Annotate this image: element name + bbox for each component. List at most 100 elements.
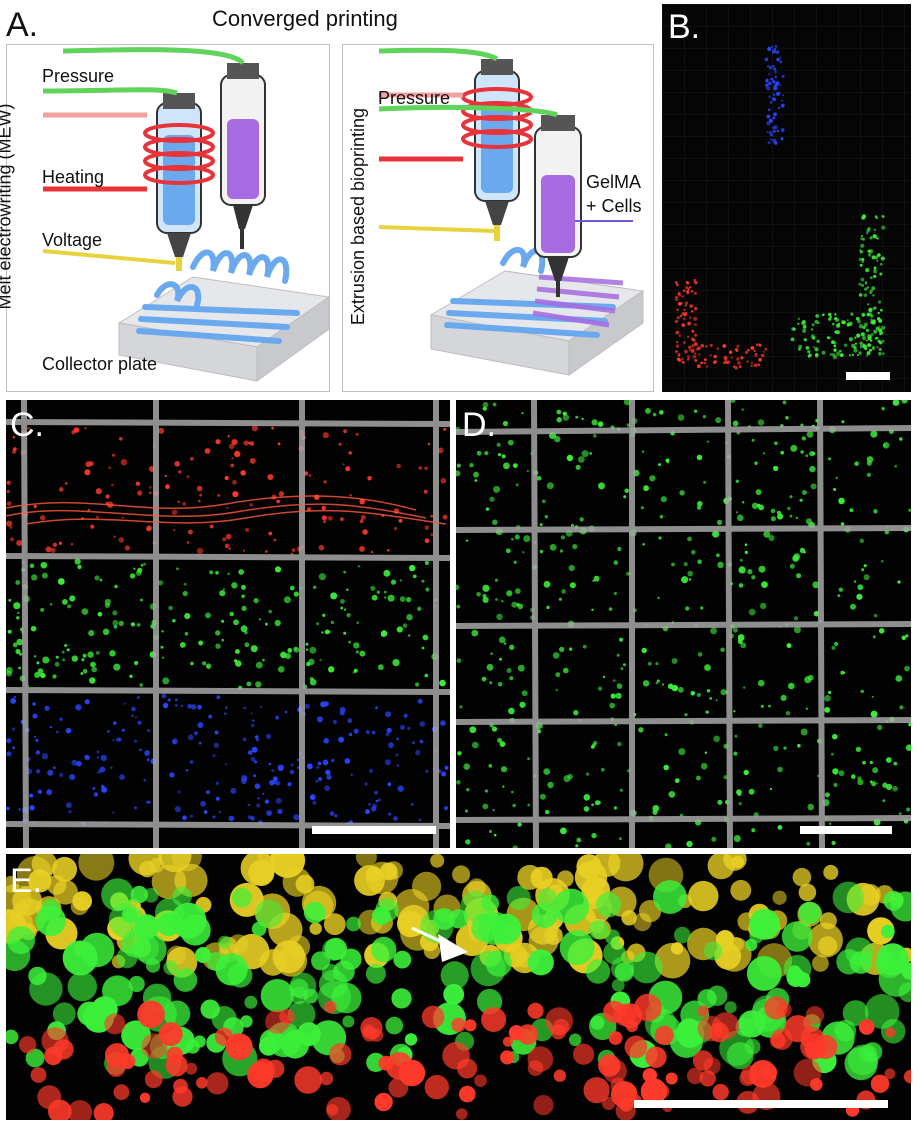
red-cell [253,1058,274,1079]
green-cell [217,935,231,949]
blue-cell [32,702,36,706]
red-cell [329,1043,352,1066]
green-cell [569,582,576,589]
red-cell [430,533,434,536]
green-cell [496,442,501,447]
green-cell [176,567,179,571]
green-cell [359,650,366,657]
green-cell [696,454,703,461]
green-cell [866,351,871,356]
red-cell [53,1039,74,1060]
green-cell [486,663,494,671]
blue-cell [419,739,424,744]
blue-cell [312,800,317,805]
red-cell [227,434,230,438]
green-cell [797,317,801,320]
green-cell [834,317,838,321]
green-cell [348,640,351,644]
green-cell [319,659,322,662]
green-cell [15,580,21,585]
green-cell [481,894,500,913]
blue-cell [96,750,100,754]
red-cell [314,494,320,500]
green-cell [221,619,225,623]
green-cell [717,519,723,525]
red-cell [676,316,680,320]
green-cell [868,307,873,313]
green-cell [671,658,678,664]
red-cell [430,514,433,518]
green-cell [39,673,43,677]
red-cell [119,437,123,441]
green-cell [542,499,546,504]
green-cell [572,544,578,550]
green-cell [25,1048,45,1068]
blue-cell [12,746,16,750]
blue-fluorescent-column [764,45,785,145]
blue-cell [384,759,391,766]
green-cell [858,293,863,297]
red-cell [687,355,691,359]
red-cell [738,365,742,369]
blue-cell [766,131,769,134]
green-cell [617,546,622,552]
green-cell [732,627,738,633]
red-cell [737,361,741,365]
red-cell [424,466,428,470]
blue-cell [385,711,392,718]
green-cell [613,560,619,565]
blue-cell [265,733,272,739]
green-cell [97,612,103,617]
green-cell [861,260,864,263]
green-cell [582,644,587,649]
red-cell [173,529,176,532]
blue-cell [169,772,175,778]
blue-cell [112,811,115,814]
blue-cell [395,753,399,757]
green-cell [684,713,688,717]
red-cell [206,1072,229,1095]
green-cell [737,638,743,644]
green-cell [711,836,717,842]
green-cell [781,921,813,952]
green-cell [422,634,429,641]
red-cell [642,1068,657,1083]
green-cell [860,332,865,337]
red-cell [674,281,678,284]
green-cell [798,344,803,349]
red-cell [697,346,701,351]
green-cell [539,793,546,800]
green-cell [173,968,198,992]
green-cell [831,840,836,846]
green-cell [652,412,657,417]
green-cell [715,417,722,424]
blue-cell [264,799,270,804]
green-cell [862,760,866,765]
red-cell [654,1025,674,1045]
pressure-line [42,87,178,96]
green-cell [671,562,675,567]
red-cell [9,537,15,542]
red-cell [690,289,694,293]
blue-cell [214,730,219,735]
red-cell [682,324,686,328]
green-cell [866,286,869,289]
blue-cell [137,696,140,699]
green-cell [870,339,873,342]
green-cell [876,237,879,240]
green-cell [456,470,461,477]
red-cell [393,526,398,531]
green-cell [439,679,446,687]
blue-cell [269,780,275,786]
green-cell [406,597,412,603]
green-cell [780,694,787,701]
blue-cell [262,792,265,795]
green-cell [33,655,37,658]
green-cell [829,315,832,319]
yellow-cell [240,854,275,886]
green-cell [290,986,308,1005]
green-cell [873,266,877,270]
green-cell [611,978,625,992]
green-cell [66,648,70,652]
red-cell [758,357,762,362]
